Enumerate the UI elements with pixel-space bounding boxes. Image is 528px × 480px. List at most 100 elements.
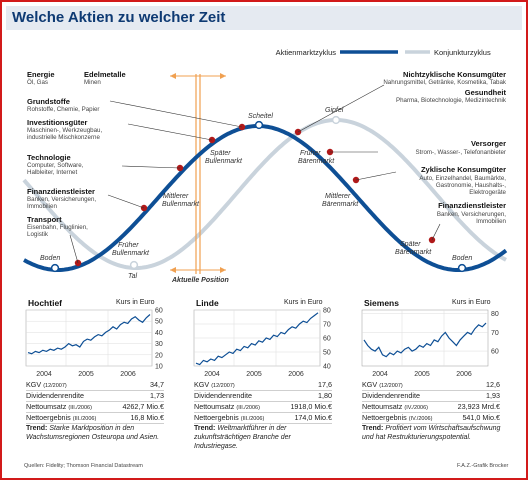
group-cyclical-consumer-sub2: Gastronomie, Haushalts-, [436, 182, 506, 189]
x-tick-label: 2004 [372, 371, 388, 378]
trend-body: Profitiert vom Wirtschaftsaufschwung und… [362, 425, 501, 441]
leader-line [69, 234, 79, 264]
stock-name: Hochtief [28, 298, 62, 308]
group-technology-sub2: Halbleiter, Internet [27, 169, 77, 176]
group-investment-goods-sub2: industrielle Mischkonzerne [27, 134, 100, 141]
kpi-note: (12/2007) [43, 383, 67, 389]
group-finance-right: Finanzdienstleister [438, 201, 506, 210]
trend-label: Trend: [26, 425, 48, 432]
kpi-label: Dividendenrendite [194, 391, 252, 400]
group-finance-left: Finanzdienstleister [27, 187, 95, 196]
y-tick-label: 70 [323, 322, 331, 329]
price-series-line [27, 314, 151, 355]
kpi-note: (III./2006) [68, 405, 92, 411]
marker-scheitel [254, 120, 264, 130]
x-tick-label: 2006 [120, 371, 136, 378]
y-tick-label: 60 [155, 308, 163, 315]
phase-tal: Tal [128, 273, 138, 280]
group-utilities-sub: Strom-, Wasser-, Telefonanbieter [416, 149, 506, 156]
phase-late-bear-1: Später [400, 241, 421, 248]
stock-unit: Kurs in Euro [116, 299, 155, 306]
y-tick-label: 30 [155, 341, 163, 348]
kpi-row: Nettoumsatz (III./2006) 1918,0 Mio.€ [194, 402, 332, 413]
stock-price-chart: 80 70 60 2004 2005 2006 [361, 309, 499, 378]
group-health: Gesundheit [465, 88, 507, 97]
phase-mid-bear-2: Bärenmarkt [322, 201, 359, 208]
kpi-value: 1,93 [486, 391, 500, 400]
stock-price-chart: 60 50 40 30 20 10 2004 2005 2006 [25, 308, 163, 378]
kpi-row: KGV (12/2007) 17,6 [194, 380, 332, 391]
legend-stock-cycle: Aktienmarktzyklus [276, 48, 337, 57]
phase-mid-bull-1: Mittlerer [163, 193, 189, 200]
y-tick-label: 60 [323, 336, 331, 343]
stock-price-chart: 80 70 60 50 40 2004 2005 2006 [193, 308, 331, 378]
trend-text: Trend: Starke Marktposition in den Wachs… [26, 424, 166, 442]
marker-tal [129, 260, 139, 270]
kpi-table: KGV (12/2007) 17,6 Dividendenrendite 1,8… [194, 380, 332, 424]
y-tick-label: 50 [155, 319, 163, 326]
group-precious-metals: Edelmetalle [84, 70, 126, 79]
kpi-value: 1918,0 Mio.€ [290, 402, 332, 411]
group-transport-sub2: Logistik [27, 231, 49, 238]
phase-early-bull-1: Früher [118, 242, 139, 249]
kpi-note: (III./2006) [240, 416, 265, 422]
y-tick-label: 40 [155, 330, 163, 337]
arrow-left-icon [170, 267, 176, 273]
group-energy: Energie [27, 70, 55, 79]
y-tick-label: 10 [155, 364, 163, 371]
x-tick-label: 2006 [456, 371, 472, 378]
stock-market-cycle-curve [23, 124, 508, 272]
kpi-value: 4262,7 Mio.€ [122, 402, 164, 411]
kpi-value: 541,0 Mio.€ [462, 413, 500, 422]
group-finance-right-sub2: Immobilien [476, 218, 506, 225]
x-tick-label: 2004 [36, 371, 52, 378]
kpi-row: Nettoumsatz (IV./2006) 23,923 Mrd.€ [362, 402, 500, 413]
kpi-label: KGV [26, 380, 42, 389]
x-tick-label: 2005 [246, 371, 262, 378]
kpi-label: Nettoergebnis [194, 413, 239, 422]
phase-early-bear-2: Bärenmarkt [298, 158, 335, 165]
trend-body: Weltmarktführer in der zukunftsträchtige… [194, 425, 291, 450]
leader-line [107, 194, 145, 209]
group-noncyclical: Nichtzyklische Konsumgüter [403, 70, 506, 79]
group-finance-left-sub1: Banken, Versicherungen, [27, 196, 96, 203]
marker-gipfel [331, 115, 341, 125]
marker-boden-right [457, 263, 467, 273]
kpi-row: Dividendenrendite 1,93 [362, 391, 500, 402]
x-tick-label: 2006 [288, 371, 304, 378]
kpi-label: Dividendenrendite [26, 391, 84, 400]
kpi-label: KGV [194, 380, 210, 389]
kpi-table: KGV (12/2007) 34,7 Dividendenrendite 1,7… [26, 380, 164, 424]
y-tick-label: 40 [323, 364, 331, 371]
price-series-line [363, 322, 487, 358]
legend-economy-cycle: Konjunkturzyklus [434, 48, 491, 57]
group-finance-right-sub1: Banken, Versicherungen, [437, 211, 506, 218]
x-tick-label: 2005 [78, 371, 94, 378]
kpi-label: Nettoergebnis [26, 413, 71, 422]
kpi-note: (IV./2006) [408, 416, 433, 422]
trend-body: Starke Marktposition in den Wachstumsreg… [26, 425, 160, 441]
trend-label: Trend: [194, 425, 216, 432]
phase-mid-bull-2: Bullenmarkt [162, 201, 200, 208]
group-precious-metals-sub: Minen [84, 79, 101, 86]
group-cyclical-consumer: Zyklische Konsumgüter [421, 165, 506, 174]
kpi-value: 23,923 Mrd.€ [457, 402, 500, 411]
group-investment-goods: Investitionsgüter [27, 118, 88, 127]
group-transport-sub1: Eisenbahn, Fluglinien, [27, 224, 88, 231]
kpi-value: 1,73 [150, 391, 164, 400]
kpi-note: (III./2006) [236, 405, 260, 411]
kpi-note: (IV./2006) [404, 405, 429, 411]
kpi-note: (III./2006) [72, 416, 97, 422]
cycle-diagram: Aktienmarktzyklus Konjunkturzyklus Aktue… [22, 48, 508, 284]
kpi-row: Dividendenrendite 1,80 [194, 391, 332, 402]
arrow-left-icon [170, 73, 176, 79]
group-cyclical-consumer-sub3: Elektrogeräte [469, 189, 506, 196]
group-investment-goods-sub1: Maschinen-, Werkzeugbau, [27, 127, 102, 134]
kpi-label: Dividendenrendite [362, 391, 420, 400]
kpi-row: Nettoumsatz (III./2006) 4262,7 Mio.€ [26, 402, 164, 413]
group-raw-materials-sub: Rohstoffe, Chemie, Papier [27, 106, 99, 113]
phase-scheitel: Scheitel [248, 113, 273, 120]
source-note: Quellen: Fidelity; Thomson Financial Dat… [24, 463, 143, 469]
group-cyclical-consumer-sub1: Auto, Einzelhandel, Baumärkte, [419, 175, 506, 182]
